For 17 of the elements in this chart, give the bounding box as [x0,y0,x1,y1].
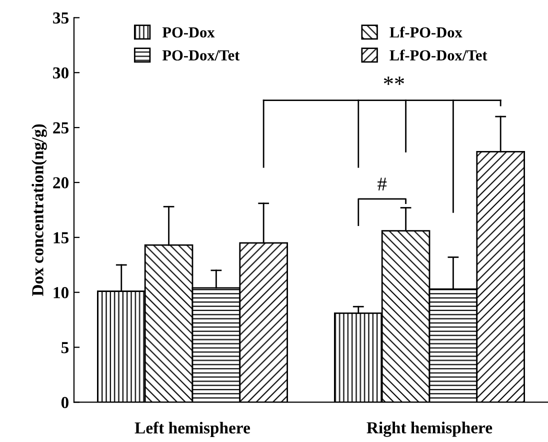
y-tick-label: 0 [61,396,68,408]
legend-label: Lf-PO-Dox [390,26,462,38]
legend-label: Lf-PO-Dox/Tet [390,50,488,60]
y-tick-label: 15 [54,232,69,244]
y-axis-title: Dox concentration(ng/g) [32,124,47,296]
annotation: ** [384,76,404,85]
annotation: # [378,178,387,190]
y-tick-label: 30 [53,67,68,79]
x-tick-label: Right hemisphere [366,422,492,437]
legend-label: PO-Dox/Tet [162,50,240,60]
legend-label: PO-Dox [162,27,215,38]
y-tick-label: 25 [53,122,69,134]
y-tick-label: 5 [61,342,69,354]
y-tick-label: 35 [53,12,69,24]
x-tick-label: Left hemisphere [134,422,250,437]
y-tick-label: 10 [54,287,68,298]
y-tick-label: 20 [53,177,68,188]
